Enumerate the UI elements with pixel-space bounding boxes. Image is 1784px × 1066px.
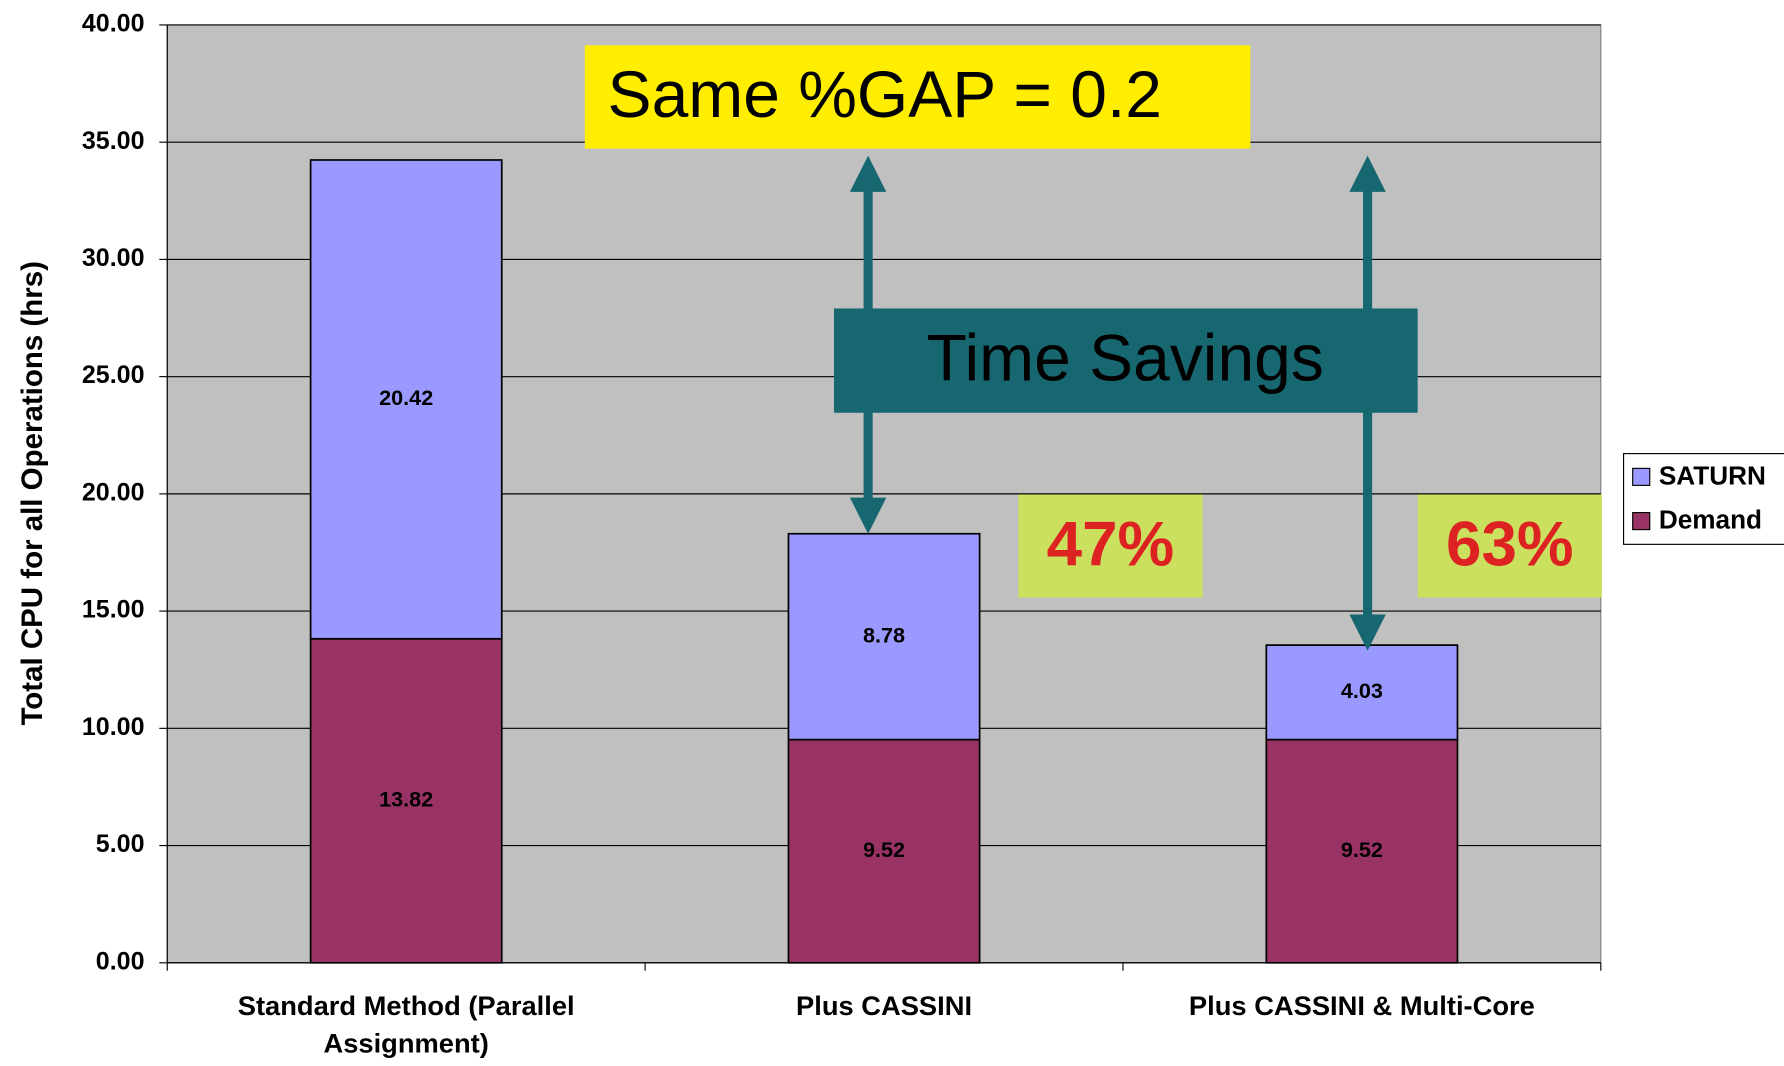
legend-label: SATURN [1659,460,1766,490]
bar-segment [1265,644,1459,741]
legend-swatch [1632,512,1651,531]
annotation: Same %GAP = 0.2 [608,57,1162,131]
y-tick-label: 5.00 [96,830,145,858]
annotation: 47% [1047,509,1175,580]
data-label: 9.52 [863,837,905,862]
bar-segment [787,532,981,741]
annotation: 63% [1446,509,1574,580]
y-tick-label: 0.00 [96,947,145,975]
bar-segment [787,738,981,964]
y-tick-label: 40.00 [82,10,145,38]
y-tick-label: 20.00 [82,478,145,506]
y-tick-label: 15.00 [82,596,145,624]
y-tick-label: 10.00 [82,713,145,741]
x-tick-label: Standard Method (Parallel Assignment) [237,991,575,1060]
x-tick-label-box: Standard Method (Parallel Assignment) [237,991,575,1060]
legend-label: Demand [1659,505,1762,535]
x-tick-label-box: Plus CASSINI & Multi-Core [1188,991,1535,1022]
annotation-box [584,45,1251,149]
annotation: Time Savings [927,320,1324,394]
data-label: 9.52 [1341,837,1383,862]
y-tick-label: 35.00 [82,127,145,155]
bar-segment [309,159,503,640]
y-tick-label: 30.00 [82,244,145,272]
x-tick-label: Plus CASSINI & Multi-Core [1188,991,1535,1022]
x-tick-label-box: Plus CASSINI [796,991,973,1022]
annotation-box [833,308,1418,413]
legend-swatch [1632,467,1651,486]
bar-segment [309,637,503,964]
bar-segment [1265,738,1459,964]
data-label: 20.42 [379,385,433,410]
y-tick-label: 25.00 [82,361,145,389]
annotation-box [1018,494,1203,598]
y-axis-title: Total CPU for all Operations (hrs) [16,261,49,725]
annotation-box [1417,494,1602,598]
data-label: 8.78 [863,622,905,647]
data-label: 4.03 [1341,678,1383,703]
data-label: 13.82 [379,787,433,812]
x-tick-label: Plus CASSINI [796,991,973,1022]
